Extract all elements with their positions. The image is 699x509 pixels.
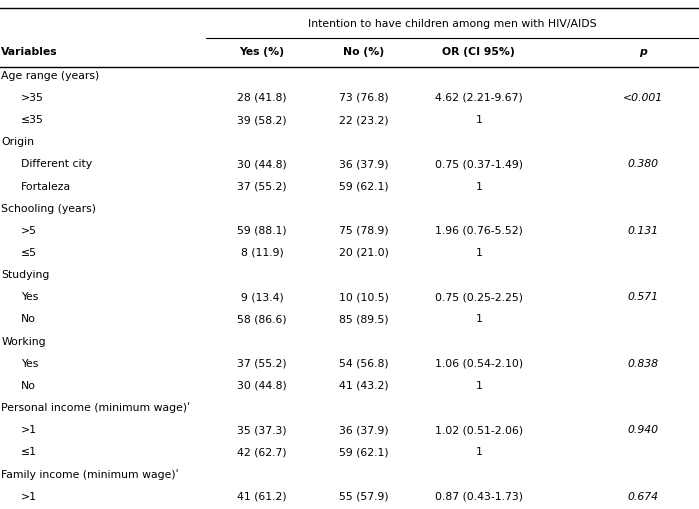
Text: Fortaleza: Fortaleza bbox=[21, 182, 71, 191]
Text: 1: 1 bbox=[475, 315, 482, 324]
Text: Different city: Different city bbox=[21, 159, 92, 169]
Text: 0.674: 0.674 bbox=[628, 492, 658, 501]
Text: 30 (44.8): 30 (44.8) bbox=[237, 159, 287, 169]
Text: 59 (88.1): 59 (88.1) bbox=[238, 226, 287, 236]
Text: 41 (61.2): 41 (61.2) bbox=[238, 492, 287, 501]
Text: 1: 1 bbox=[475, 381, 482, 391]
Text: 4.62 (2.21-9.67): 4.62 (2.21-9.67) bbox=[435, 93, 523, 103]
Text: Working: Working bbox=[1, 336, 46, 347]
Text: 20 (21.0): 20 (21.0) bbox=[338, 248, 389, 258]
Text: 0.940: 0.940 bbox=[628, 425, 658, 435]
Text: 35 (37.3): 35 (37.3) bbox=[238, 425, 287, 435]
Text: 42 (62.7): 42 (62.7) bbox=[238, 447, 287, 457]
Text: 54 (56.8): 54 (56.8) bbox=[339, 359, 388, 369]
Text: ≤5: ≤5 bbox=[21, 248, 37, 258]
Text: 8 (11.9): 8 (11.9) bbox=[240, 248, 284, 258]
Text: Yes: Yes bbox=[21, 292, 38, 302]
Text: >35: >35 bbox=[21, 93, 44, 103]
Text: 1: 1 bbox=[475, 182, 482, 191]
Text: OR (CI 95%): OR (CI 95%) bbox=[442, 47, 515, 58]
Text: 41 (43.2): 41 (43.2) bbox=[339, 381, 388, 391]
Text: 1.96 (0.76-5.52): 1.96 (0.76-5.52) bbox=[435, 226, 523, 236]
Text: 36 (37.9): 36 (37.9) bbox=[339, 425, 388, 435]
Text: ≤35: ≤35 bbox=[21, 115, 44, 125]
Text: Studying: Studying bbox=[1, 270, 50, 280]
Text: Origin: Origin bbox=[1, 137, 34, 147]
Text: 30 (44.8): 30 (44.8) bbox=[237, 381, 287, 391]
Text: >1: >1 bbox=[21, 425, 37, 435]
Text: 1: 1 bbox=[475, 447, 482, 457]
Text: 28 (41.8): 28 (41.8) bbox=[238, 93, 287, 103]
Text: Variables: Variables bbox=[1, 47, 58, 58]
Text: 37 (55.2): 37 (55.2) bbox=[238, 182, 287, 191]
Text: Family income (minimum wage)ʹ: Family income (minimum wage)ʹ bbox=[1, 469, 179, 480]
Text: 39 (58.2): 39 (58.2) bbox=[238, 115, 287, 125]
Text: Yes: Yes bbox=[21, 359, 38, 369]
Text: 0.571: 0.571 bbox=[628, 292, 658, 302]
Text: Age range (years): Age range (years) bbox=[1, 71, 100, 81]
Text: 1: 1 bbox=[475, 248, 482, 258]
Text: No: No bbox=[21, 315, 36, 324]
Text: No (%): No (%) bbox=[343, 47, 384, 58]
Text: 0.838: 0.838 bbox=[628, 359, 658, 369]
Text: 36 (37.9): 36 (37.9) bbox=[339, 159, 388, 169]
Text: 1: 1 bbox=[475, 115, 482, 125]
Text: 0.87 (0.43-1.73): 0.87 (0.43-1.73) bbox=[435, 492, 523, 501]
Text: No: No bbox=[21, 381, 36, 391]
Text: 0.75 (0.25-2.25): 0.75 (0.25-2.25) bbox=[435, 292, 523, 302]
Text: 0.75 (0.37-1.49): 0.75 (0.37-1.49) bbox=[435, 159, 523, 169]
Text: 22 (23.2): 22 (23.2) bbox=[339, 115, 388, 125]
Text: 85 (89.5): 85 (89.5) bbox=[339, 315, 388, 324]
Text: 0.380: 0.380 bbox=[628, 159, 658, 169]
Text: Intention to have children among men with HIV/AIDS: Intention to have children among men wit… bbox=[308, 19, 597, 29]
Text: >1: >1 bbox=[21, 492, 37, 501]
Text: <0.001: <0.001 bbox=[623, 93, 663, 103]
Text: Yes (%): Yes (%) bbox=[240, 47, 284, 58]
Text: 0.131: 0.131 bbox=[628, 226, 658, 236]
Text: ≤1: ≤1 bbox=[21, 447, 37, 457]
Text: 1.06 (0.54-2.10): 1.06 (0.54-2.10) bbox=[435, 359, 523, 369]
Text: 9 (13.4): 9 (13.4) bbox=[240, 292, 284, 302]
Text: Personal income (minimum wage)ʹ: Personal income (minimum wage)ʹ bbox=[1, 403, 191, 413]
Text: 73 (76.8): 73 (76.8) bbox=[339, 93, 388, 103]
Text: 58 (86.6): 58 (86.6) bbox=[238, 315, 287, 324]
Text: 59 (62.1): 59 (62.1) bbox=[339, 447, 388, 457]
Text: p: p bbox=[639, 47, 647, 58]
Text: 75 (78.9): 75 (78.9) bbox=[339, 226, 388, 236]
Text: 37 (55.2): 37 (55.2) bbox=[238, 359, 287, 369]
Text: >5: >5 bbox=[21, 226, 37, 236]
Text: 59 (62.1): 59 (62.1) bbox=[339, 182, 388, 191]
Text: 1.02 (0.51-2.06): 1.02 (0.51-2.06) bbox=[435, 425, 523, 435]
Text: 55 (57.9): 55 (57.9) bbox=[339, 492, 388, 501]
Text: 10 (10.5): 10 (10.5) bbox=[338, 292, 389, 302]
Text: Schooling (years): Schooling (years) bbox=[1, 204, 96, 214]
